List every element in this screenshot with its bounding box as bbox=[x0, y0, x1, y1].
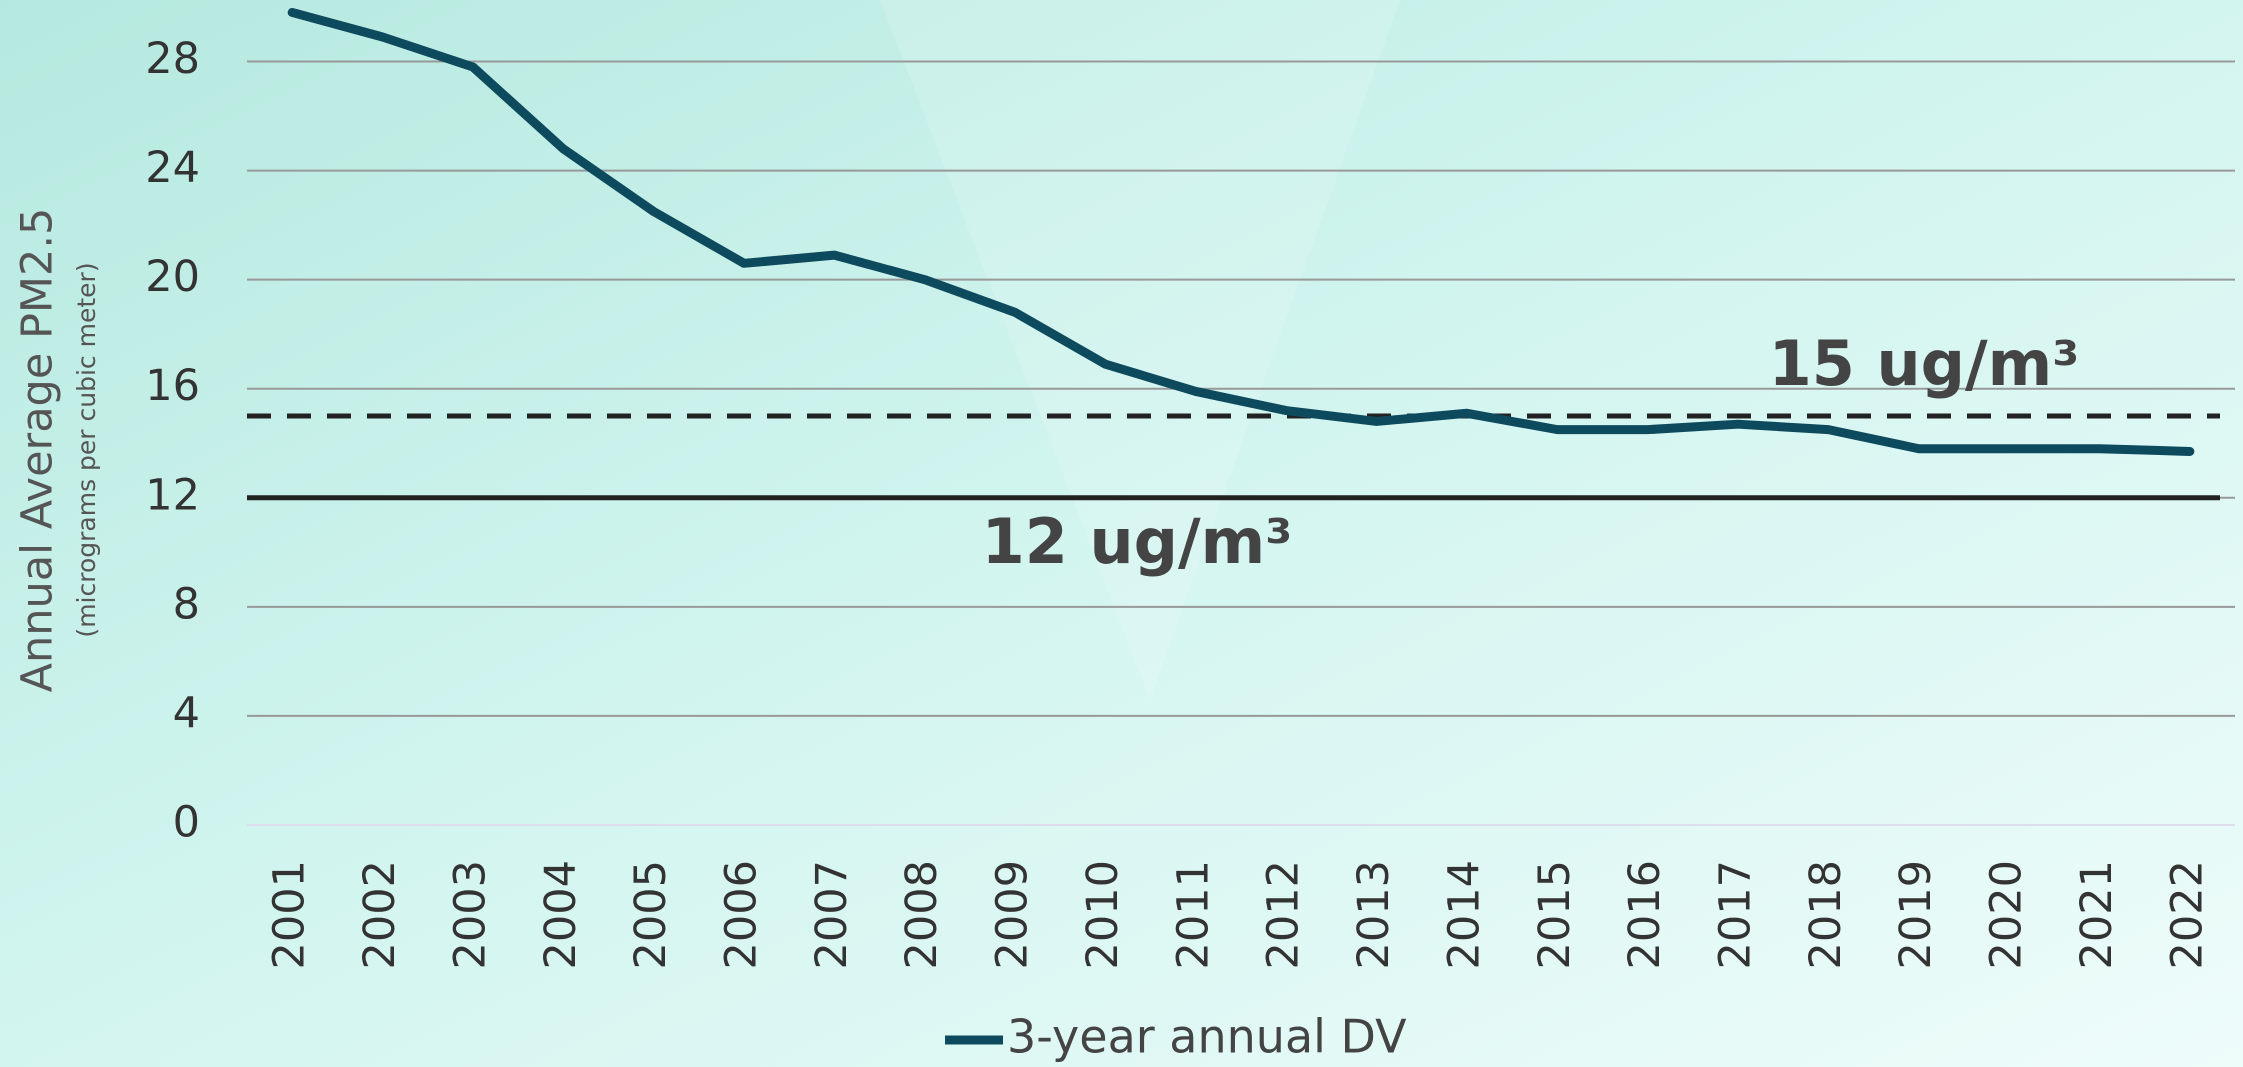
x-tick-label: 2013 bbox=[1349, 860, 1399, 969]
x-tick-label: 2016 bbox=[1620, 860, 1670, 969]
x-tick-label: 2020 bbox=[1982, 860, 2032, 969]
x-tick-label: 2004 bbox=[536, 860, 586, 969]
y-tick-label: 28 bbox=[145, 34, 200, 84]
y-tick-label: 24 bbox=[145, 143, 200, 193]
x-tick-label: 2001 bbox=[265, 860, 315, 969]
x-tick-label: 2011 bbox=[1168, 860, 1218, 969]
y-tick-label: 16 bbox=[145, 361, 200, 411]
y-tick-label: 4 bbox=[173, 688, 200, 738]
x-tick-label: 2018 bbox=[1801, 860, 1851, 969]
legend-label: 3-year annual DV bbox=[1007, 1010, 1407, 1064]
x-tick-label: 2014 bbox=[1439, 860, 1489, 969]
y-tick-label: 8 bbox=[173, 579, 200, 629]
y-tick-label: 12 bbox=[145, 470, 200, 520]
x-tick-label: 2022 bbox=[2162, 860, 2212, 969]
y-axis-subtitle: (micrograms per cubic meter) bbox=[72, 262, 101, 637]
y-axis-title: Annual Average PM2.5 bbox=[13, 208, 63, 693]
x-tick-label: 2003 bbox=[445, 860, 495, 969]
x-tick-label: 2015 bbox=[1530, 860, 1580, 969]
x-tick-label: 2002 bbox=[355, 860, 405, 969]
x-tick-label: 2005 bbox=[626, 860, 676, 969]
x-tick-label: 2006 bbox=[717, 860, 767, 969]
x-tick-label: 2008 bbox=[897, 860, 947, 969]
x-tick-label: 2010 bbox=[1078, 860, 1128, 969]
y-tick-label: 0 bbox=[173, 798, 200, 848]
y-tick-label: 20 bbox=[145, 252, 200, 302]
annotation-label: 15 ug/m³ bbox=[1769, 327, 2080, 400]
decor bbox=[880, 0, 1400, 700]
data-line bbox=[287, 7, 2195, 456]
x-tick-label: 2009 bbox=[988, 860, 1038, 969]
x-tick-label: 2012 bbox=[1259, 860, 1309, 969]
x-tick-label: 2021 bbox=[2072, 860, 2122, 969]
x-tick-label: 2017 bbox=[1711, 860, 1761, 969]
annotation-label: 12 ug/m³ bbox=[982, 505, 1293, 578]
x-tick-label: 2019 bbox=[1891, 860, 1941, 969]
x-tick-label: 2007 bbox=[807, 860, 857, 969]
